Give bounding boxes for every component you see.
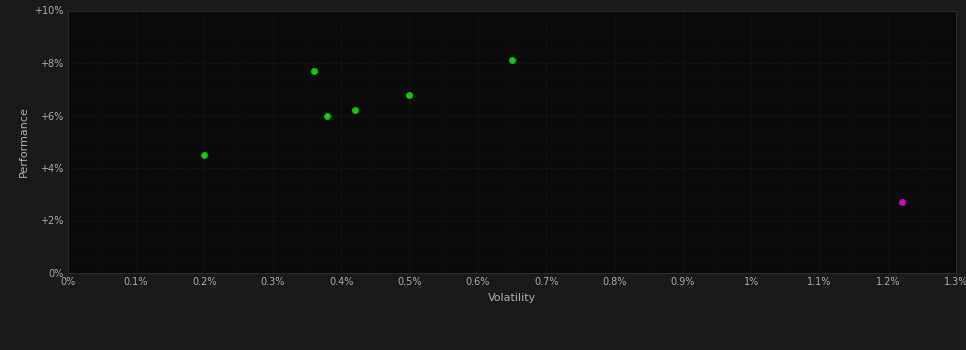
Point xyxy=(504,57,520,63)
Point xyxy=(306,68,322,74)
X-axis label: Volatility: Volatility xyxy=(488,293,536,303)
Point xyxy=(347,107,362,113)
Y-axis label: Performance: Performance xyxy=(18,106,29,177)
Point xyxy=(894,199,909,205)
Point xyxy=(197,152,213,158)
Point xyxy=(402,92,417,97)
Point xyxy=(320,113,335,118)
